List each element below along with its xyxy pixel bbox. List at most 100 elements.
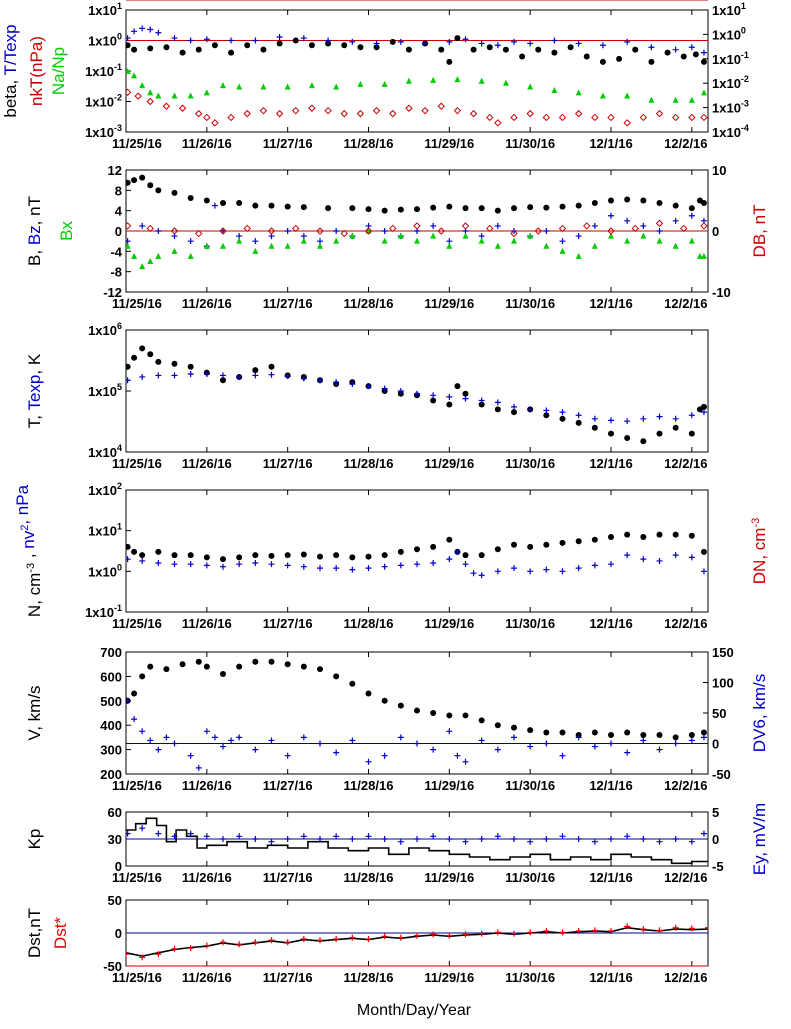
data-point-plus	[187, 238, 194, 245]
data-point-dot	[397, 548, 404, 555]
x-date-label: 11/27/16	[263, 296, 313, 311]
data-point-plus	[252, 560, 259, 567]
data-point-diamond	[413, 222, 421, 230]
data-point-plus	[700, 830, 707, 837]
data-point-triangle	[696, 252, 703, 259]
data-point-plus	[624, 833, 631, 840]
data-point-plus	[624, 923, 631, 930]
y-axis-label-plasma-ratios: beta, T/Texp	[1, 24, 20, 117]
data-point-dot	[672, 734, 679, 741]
data-point-dot	[131, 354, 138, 361]
x-axis-label: Month/Day/Year	[357, 1002, 472, 1019]
data-point-dot	[672, 531, 679, 538]
data-point-plus	[672, 552, 679, 559]
data-point-plus	[591, 927, 598, 934]
y-tick-label-mantissa: 1x10	[88, 323, 117, 338]
data-point-plus	[640, 926, 647, 933]
data-point-triangle	[624, 92, 631, 99]
data-point-plus	[317, 836, 323, 842]
y-tick-label: 1x100	[88, 32, 122, 49]
data-point-dot	[700, 729, 707, 736]
data-point-plus	[203, 370, 210, 377]
data-point-dot	[624, 196, 631, 203]
data-point-plus	[252, 939, 259, 946]
data-point-dot	[700, 200, 707, 207]
data-point-diamond	[688, 113, 696, 122]
data-point-plus	[559, 409, 566, 416]
y-tick-label: 60	[108, 805, 122, 820]
data-point-plus	[454, 752, 461, 759]
data-point-plus	[494, 929, 501, 936]
data-point-dot	[656, 200, 663, 207]
y-tick-label-exponent: 2	[117, 481, 122, 491]
data-point-dot	[373, 44, 380, 51]
data-point-plus	[640, 556, 647, 563]
data-point-plus	[300, 833, 307, 840]
data-point-dot	[381, 552, 388, 559]
data-point-dot	[126, 179, 131, 186]
y-axis-label-plasma-ratios-part-0: beta,	[1, 75, 20, 117]
data-point-dot	[632, 46, 639, 53]
data-point-plus	[171, 740, 178, 747]
data-point-triangle	[494, 242, 501, 249]
y-tick-label-mantissa: 1x10	[88, 564, 117, 579]
data-point-triangle	[284, 83, 291, 90]
data-point-triangle	[300, 237, 307, 244]
data-point-dot	[640, 533, 647, 540]
x-date-label: 11/30/16	[505, 296, 555, 311]
data-point-triangle	[260, 83, 267, 90]
data-point-plus	[624, 749, 631, 756]
data-point-plus	[494, 833, 501, 840]
x-date-label: 12/2/16	[664, 870, 707, 885]
y-tick-label: 0	[115, 926, 122, 941]
data-point-plus	[700, 409, 707, 416]
data-point-diamond	[195, 229, 203, 238]
data-point-diamond	[389, 224, 397, 233]
data-point-plus	[187, 752, 194, 759]
y-tick-label-mantissa: 1x10	[88, 384, 117, 399]
data-point-plus	[672, 217, 679, 224]
data-point-plus	[317, 740, 323, 747]
data-point-triangle	[171, 92, 178, 99]
y-tick-label: 300	[100, 743, 122, 758]
data-point-plus	[462, 395, 469, 402]
x-date-label: 11/29/16	[424, 296, 474, 311]
data-point-plus	[228, 737, 235, 744]
data-point-diamond	[526, 109, 534, 118]
data-point-plus	[220, 939, 226, 946]
data-point-plus	[381, 752, 388, 759]
data-point-plus	[139, 25, 146, 32]
data-point-dot	[494, 207, 501, 214]
data-point-dot	[171, 189, 178, 196]
data-point-dot	[680, 53, 687, 60]
data-point-dot	[616, 55, 623, 62]
data-point-diamond	[639, 113, 648, 122]
data-point-plus	[236, 373, 243, 380]
data-point-plus	[126, 377, 131, 384]
data-point-triangle	[333, 237, 340, 244]
data-point-plus	[527, 838, 534, 845]
data-point-dot	[446, 58, 453, 65]
data-point-dot	[300, 551, 307, 558]
data-point-plus	[494, 222, 501, 229]
y-tick-label-mantissa: 1x10	[85, 64, 114, 79]
data-point-dot	[470, 46, 477, 53]
data-point-plus	[397, 562, 404, 569]
y-tick-label: 8	[115, 183, 122, 198]
data-point-dot	[624, 729, 631, 736]
data-point-plus	[236, 941, 243, 948]
data-point-dot	[333, 673, 340, 680]
data-point-dot	[163, 666, 170, 673]
y-right-tick-label-exponent: -4	[741, 123, 749, 133]
y-right-tick-label: -10	[712, 285, 731, 300]
data-point-dot	[656, 731, 663, 738]
y-right-axis-label-velocity-part-0: DV6, km/s	[750, 674, 769, 752]
y-axis-label-plasma-ratios-part-1: T/Texp	[1, 24, 20, 75]
data-point-plus	[284, 373, 291, 380]
data-point-plus	[381, 563, 388, 570]
data-point-plus	[640, 836, 647, 842]
y-right-axis-label-density-part-0: DN, cm	[750, 528, 769, 585]
data-point-plus	[624, 418, 631, 425]
y-right-axis-label-kp-ey-part-0: Ey, mV/m	[750, 803, 769, 875]
